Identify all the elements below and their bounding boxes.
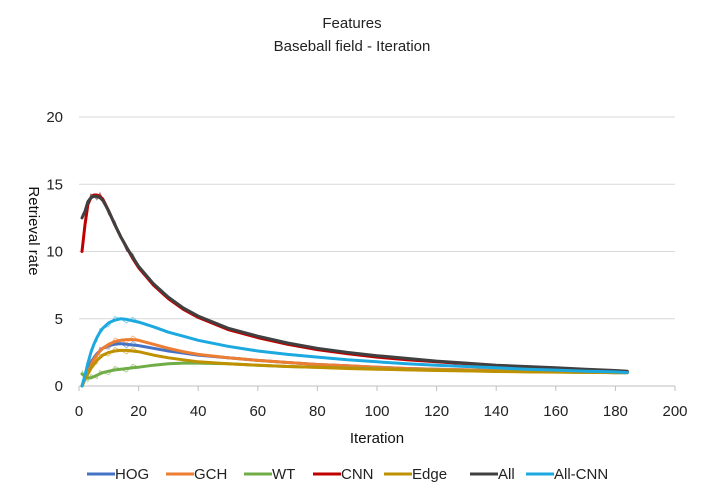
y-tick-label: 10 [46, 244, 63, 261]
y-tick-label: 20 [46, 109, 63, 126]
series-lines [80, 191, 629, 388]
legend-label-wt: WT [272, 466, 295, 483]
x-tick-label: 180 [603, 403, 628, 420]
legend-label-gch: GCH [194, 466, 227, 483]
x-tick-label: 80 [309, 403, 326, 420]
legend: HOG GCH WT CNN Edge All All-CNN [87, 466, 608, 483]
x-tick-label: 0 [75, 403, 83, 420]
y-tick-label: 0 [55, 378, 63, 395]
legend-label-all: All [498, 466, 515, 483]
series-line-edge [80, 348, 629, 388]
x-axis-label: Iteration [350, 430, 404, 447]
series-trace-cnn [81, 191, 628, 373]
legend-label-cnn: CNN [341, 466, 374, 483]
series-line-all-cnn [80, 317, 629, 388]
x-tick-label: 100 [364, 403, 389, 420]
legend-label-all-cnn: All-CNN [554, 466, 608, 483]
series-line-cnn [80, 193, 629, 374]
chart-text: Features Baseball field - Iteration Iter… [25, 15, 430, 447]
x-tick-label: 20 [130, 403, 147, 420]
chart-title: Features [322, 15, 381, 32]
y-axis-label: Retrieval rate [25, 186, 42, 275]
series-line-all [80, 194, 629, 373]
x-tick-label: 120 [424, 403, 449, 420]
legend-label-hog: HOG [115, 466, 149, 483]
x-tick-label: 160 [543, 403, 568, 420]
chart-subtitle: Baseball field - Iteration [274, 38, 431, 55]
y-tick-label: 5 [55, 311, 63, 328]
legend-label-edge: Edge [412, 466, 447, 483]
x-tick-label: 40 [190, 403, 207, 420]
gridlines [79, 116, 675, 320]
x-tick-label: 200 [662, 403, 687, 420]
series-trace-all [81, 193, 628, 372]
y-tick-label: 15 [46, 176, 63, 193]
x-tick-label: 60 [249, 403, 266, 420]
x-tick-label: 140 [484, 403, 509, 420]
